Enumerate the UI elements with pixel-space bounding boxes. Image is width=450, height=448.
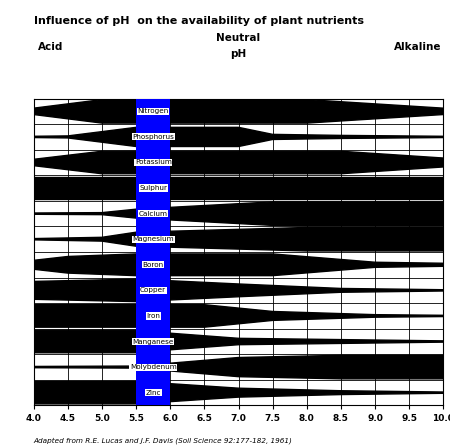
Polygon shape (34, 279, 443, 302)
Polygon shape (34, 127, 443, 146)
Polygon shape (34, 305, 443, 327)
Polygon shape (34, 99, 443, 123)
Text: pH: pH (230, 49, 247, 59)
Polygon shape (34, 177, 443, 199)
Text: Potassium: Potassium (135, 159, 171, 165)
Polygon shape (34, 330, 443, 353)
Text: Influence of pH  on the availability of plant nutrients: Influence of pH on the availability of p… (34, 16, 364, 26)
Text: Magnesium: Magnesium (132, 236, 174, 242)
Bar (136, 99, 170, 405)
Text: Molybdenum: Molybdenum (130, 364, 176, 370)
Polygon shape (34, 151, 443, 174)
Polygon shape (34, 254, 443, 276)
Text: Phosphorus: Phosphorus (132, 134, 174, 140)
Text: Acid: Acid (38, 42, 63, 52)
Text: Adapted from R.E. Lucas and J.F. Davis (Soil Science 92:177-182, 1961): Adapted from R.E. Lucas and J.F. Davis (… (34, 438, 293, 444)
Text: Calcium: Calcium (139, 211, 168, 217)
Polygon shape (34, 228, 443, 251)
Text: Alkaline: Alkaline (393, 42, 441, 52)
Text: Manganese: Manganese (132, 339, 174, 345)
Text: Neutral: Neutral (216, 33, 261, 43)
Text: Iron: Iron (146, 313, 160, 319)
Text: Copper: Copper (140, 287, 166, 293)
Text: Nitrogen: Nitrogen (138, 108, 169, 114)
Polygon shape (34, 202, 443, 225)
Text: Zinc: Zinc (145, 390, 161, 396)
Text: Boron: Boron (143, 262, 164, 268)
Polygon shape (34, 381, 443, 404)
Text: Sulphur: Sulphur (139, 185, 167, 191)
Polygon shape (34, 355, 443, 379)
